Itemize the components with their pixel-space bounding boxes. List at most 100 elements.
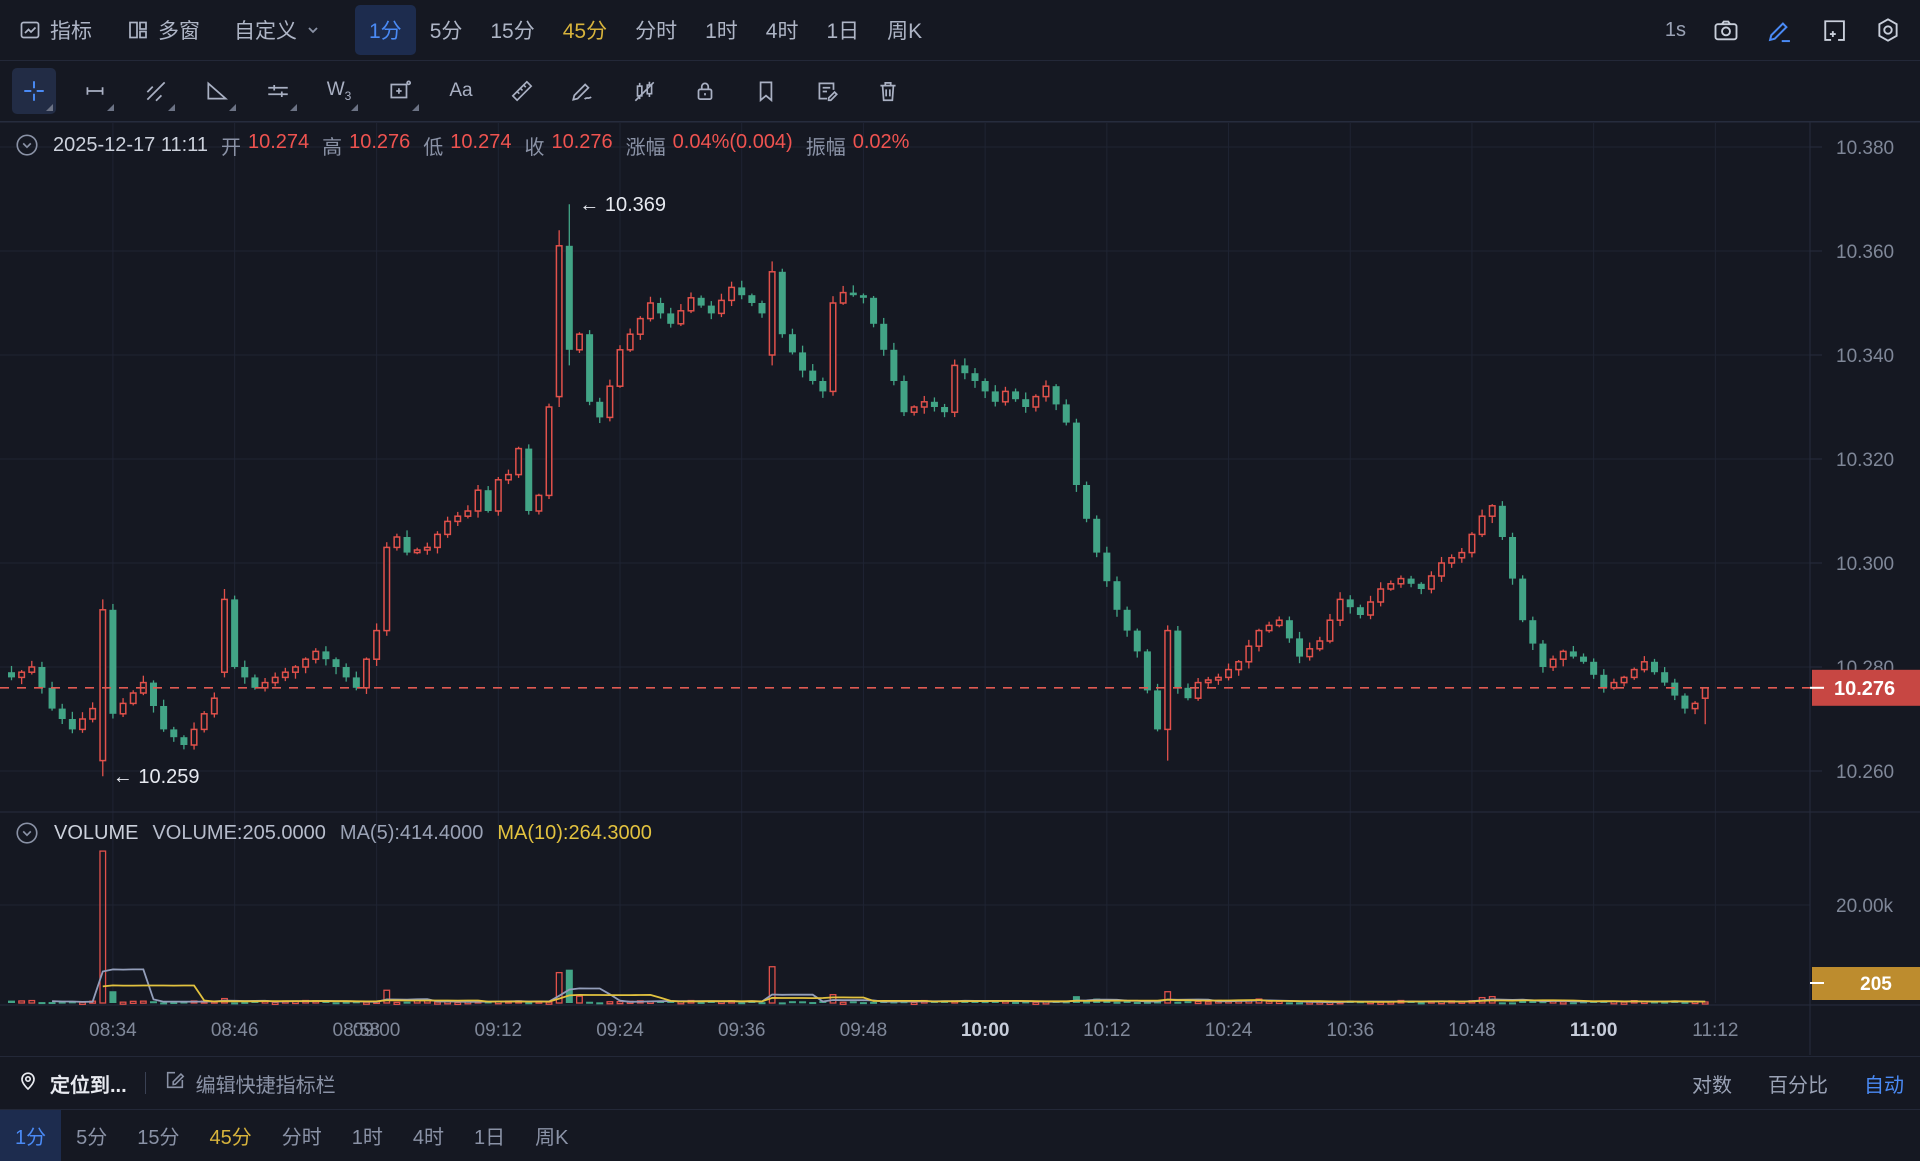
candle-body-down: [342, 667, 350, 678]
tool-cross-lines-icon[interactable]: [134, 68, 178, 114]
timeframe-分时[interactable]: 分时: [281, 1127, 322, 1149]
tool-rect-plus-icon[interactable]: [378, 68, 422, 114]
timeframe-1日[interactable]: 1日: [474, 1127, 506, 1149]
tool-brush-icon[interactable]: [561, 68, 605, 114]
timeframe-4时[interactable]: 4时: [412, 1127, 444, 1149]
volume-bar: [576, 995, 583, 1004]
timeframe-分时[interactable]: 分时: [635, 20, 678, 43]
tool-delete-icon[interactable]: [866, 68, 910, 114]
candle-body-down: [160, 706, 168, 730]
volume-collapse-chevron-icon[interactable]: [14, 820, 40, 846]
volume-bar: [1285, 1002, 1293, 1005]
top-toolbar: 指标 多窗 自定义 1分 5分 15分 45分 分时 1时 4时 1日 周K 1s: [0, 0, 1920, 61]
timeframe-1时[interactable]: 1时: [705, 20, 738, 43]
candle-body-down: [1022, 399, 1030, 407]
candle-body-up: [1377, 588, 1385, 603]
tool-dropdown-arrow[interactable]: [412, 104, 419, 111]
timeframe-4时[interactable]: 4时: [765, 20, 799, 43]
timeframe-1日[interactable]: 1日: [826, 20, 860, 43]
close-label: 收: [524, 136, 545, 159]
volume-bars[interactable]: [8, 850, 1709, 1006]
tool-text-icon[interactable]: Aa: [449, 80, 473, 101]
price-tick-label: 10.260: [1836, 762, 1894, 783]
timeframe-15分[interactable]: 15分: [490, 20, 535, 43]
multiwindow-button[interactable]: 多窗: [126, 15, 200, 45]
volume-bar: [160, 1002, 168, 1005]
timeframe-周K[interactable]: 周K: [535, 1127, 569, 1149]
amplitude-label: 振幅: [805, 136, 846, 159]
volume-bar: [788, 1001, 796, 1004]
candle-body-up: [1468, 533, 1476, 554]
timeframe-1分[interactable]: 1分: [0, 1110, 62, 1161]
candle-body-up: [829, 302, 837, 393]
collapse-chevron-icon[interactable]: [14, 132, 40, 158]
settings-gear-button[interactable]: [1874, 16, 1902, 44]
tool-dropdown-arrow[interactable]: [290, 104, 297, 111]
timeframe-45分[interactable]: 45分: [562, 20, 608, 43]
draw-edit-button[interactable]: [1766, 16, 1794, 44]
indicator-button[interactable]: 指标: [18, 15, 92, 45]
candle-body-up: [1478, 515, 1486, 536]
candle-body-down: [748, 295, 756, 303]
timeframe-15分[interactable]: 15分: [137, 1127, 180, 1149]
tool-bookmark-icon[interactable]: [744, 68, 788, 114]
custom-timeframe-dropdown[interactable]: 自定义: [234, 15, 321, 45]
tool-edit-note-icon[interactable]: [805, 68, 849, 114]
volume-bar: [332, 1002, 340, 1005]
candle-body-up: [636, 317, 644, 335]
timeframe-1时[interactable]: 1时: [351, 1127, 383, 1149]
tool-triangle-icon[interactable]: [195, 68, 239, 114]
volume-bar: [139, 1000, 147, 1004]
tool-dropdown-arrow[interactable]: [46, 104, 53, 111]
candle-body-down: [809, 370, 817, 381]
tool-trend-line-icon[interactable]: [73, 68, 117, 114]
volume-bar: [1681, 1001, 1689, 1004]
refresh-interval-label: 1s: [1664, 18, 1686, 41]
candle-body-down: [1296, 638, 1304, 657]
tool-dropdown-arrow[interactable]: [229, 104, 236, 111]
price-axis[interactable]: 10.38010.36010.34010.32010.30010.28010.2…: [1810, 138, 1920, 1000]
tool-lock-icon[interactable]: [683, 68, 727, 114]
timeframe-5分[interactable]: 5分: [429, 20, 463, 43]
tool-dropdown-arrow[interactable]: [351, 104, 358, 111]
candle-body-down: [1356, 607, 1364, 615]
candle-body-up: [1559, 650, 1567, 660]
tool-elliott-wave-icon[interactable]: W3: [317, 68, 361, 114]
candle-body-down: [180, 737, 188, 745]
log-scale-option[interactable]: 对数: [1692, 1074, 1732, 1097]
timeframe-45分[interactable]: 45分: [209, 1127, 252, 1149]
screenshot-camera-button[interactable]: [1712, 16, 1740, 44]
timeframe-5分[interactable]: 5分: [76, 1127, 108, 1149]
edit-shortcut-button[interactable]: 编辑快捷指标栏: [164, 1069, 336, 1098]
volume-bar: [1204, 1001, 1212, 1005]
timeframe-1分[interactable]: 1分: [355, 5, 416, 55]
candle-body-up: [474, 489, 482, 512]
tool-ruler-icon[interactable]: [500, 68, 544, 114]
candles[interactable]: [8, 204, 1709, 777]
locate-button[interactable]: 定位到...: [16, 1068, 127, 1098]
candle-body-down: [880, 323, 888, 350]
tool-dropdown-arrow[interactable]: [168, 104, 175, 111]
volume-bar: [1509, 1002, 1517, 1005]
auto-scale-option[interactable]: 自动: [1864, 1074, 1904, 1097]
candle-body-down: [352, 677, 360, 688]
candle-body-up: [1336, 598, 1344, 621]
tool-dropdown-arrow[interactable]: [107, 104, 114, 111]
percent-scale-option[interactable]: 百分比: [1768, 1074, 1828, 1097]
volume-bar: [1559, 1001, 1567, 1005]
drawing-toolbar: W3 Aa: [0, 61, 1920, 122]
timeframe-周K[interactable]: 周K: [887, 20, 923, 43]
candle-body-up: [616, 349, 624, 387]
add-pane-button[interactable]: [1820, 16, 1848, 44]
price-tick-label: 10.320: [1836, 450, 1894, 471]
candle-body-up: [687, 297, 695, 312]
volume-bar: [454, 1001, 462, 1006]
tool-parallel-channel-icon[interactable]: [256, 68, 300, 114]
tool-candle-pattern-icon[interactable]: [622, 68, 666, 114]
tool-crosshair-icon[interactable]: [12, 68, 56, 114]
high-value: 10.276: [349, 130, 411, 153]
candle-body-up: [89, 707, 97, 720]
